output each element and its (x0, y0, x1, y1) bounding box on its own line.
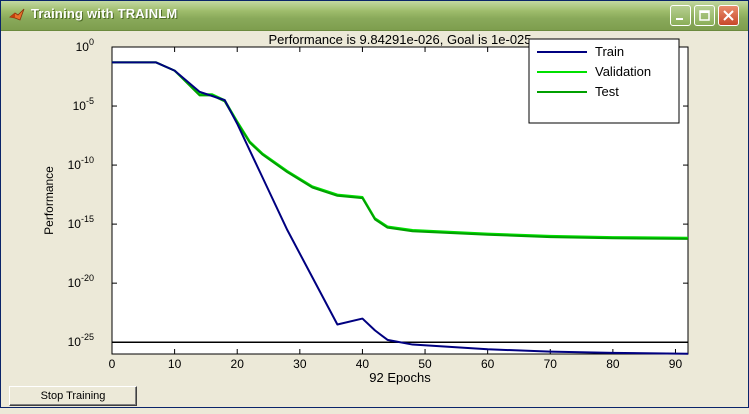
legend-label-validation: Validation (595, 64, 651, 79)
y-tick-label: 10-10 (68, 155, 94, 172)
series-line-train (112, 61, 689, 355)
maximize-icon (699, 10, 710, 21)
x-tick-label: 80 (606, 357, 620, 371)
maximize-button[interactable] (694, 5, 715, 26)
matlab-icon (9, 8, 25, 21)
x-tick-label: 90 (669, 357, 683, 371)
x-tick-label: 0 (109, 357, 116, 371)
y-tick-label: 100 (76, 37, 94, 54)
legend-label-test: Test (595, 84, 619, 99)
x-axis-label: 92 Epochs (369, 370, 431, 385)
y-tick-label: 10-25 (68, 332, 94, 349)
stop-training-button[interactable]: Stop Training (9, 386, 137, 406)
series-line-test (112, 61, 689, 240)
series-line-validation (112, 61, 689, 239)
title-bar[interactable]: Training with TRAINLM (1, 1, 748, 31)
x-tick-label: 40 (356, 357, 370, 371)
y-tick-label: 10-5 (73, 96, 94, 113)
x-tick-label: 30 (293, 357, 307, 371)
x-tick-label: 70 (544, 357, 558, 371)
close-icon (723, 10, 734, 21)
y-tick-label: 10-15 (68, 214, 94, 231)
legend-label-train: Train (595, 44, 624, 59)
x-tick-label: 60 (481, 357, 495, 371)
close-button[interactable] (718, 5, 739, 26)
plot-area: 0 10 20 30 40 50 60 70 80 90 100 10-5 10-10 10-15 10-2… (1, 31, 749, 409)
window-title: Training with TRAINLM (31, 6, 178, 21)
y-tick-label: 10-20 (68, 273, 94, 290)
minimize-button[interactable] (670, 5, 691, 26)
chart-title: Performance is 9.84291e-026, Goal is 1e-… (268, 32, 531, 47)
x-tick-label: 50 (418, 357, 432, 371)
x-tick-label: 20 (231, 357, 245, 371)
x-tick-label: 10 (168, 357, 182, 371)
minimize-icon (676, 18, 683, 20)
y-axis-label: Performance (42, 166, 56, 235)
performance-chart: 0 10 20 30 40 50 60 70 80 90 100 10-5 10-10 10-15 10-2… (42, 32, 689, 385)
